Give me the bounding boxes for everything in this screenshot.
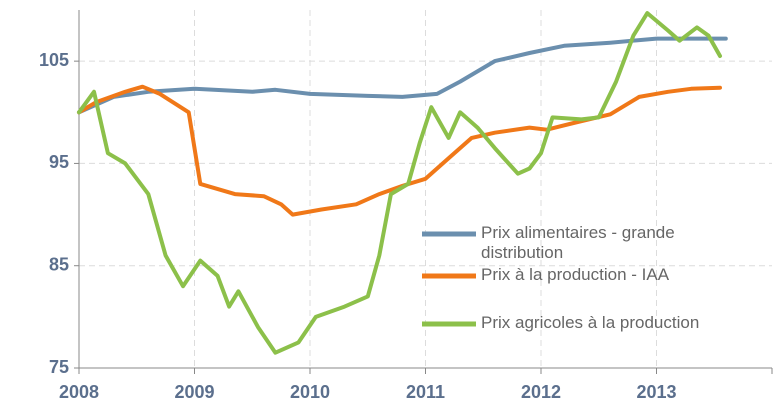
series-line: [77, 84, 722, 217]
legend-label: Prix à la production - IAA: [481, 265, 670, 284]
x-tick-label: 2009: [174, 382, 214, 402]
x-tick-label: 2012: [521, 382, 561, 402]
x-tick-label: 2011: [406, 382, 445, 402]
x-tick-label: 2010: [290, 382, 330, 402]
y-tick-label: 105: [39, 50, 69, 70]
x-tick-label: 2013: [636, 382, 676, 402]
x-tick-label: 2008: [59, 382, 99, 402]
legend-label: Prix agricoles à la production: [481, 313, 700, 332]
y-tick-label: 85: [49, 254, 69, 274]
y-tick-label: 95: [49, 152, 69, 172]
series-line: [77, 11, 722, 355]
series-line: [77, 36, 728, 115]
y-tick-label: 75: [49, 357, 69, 377]
legend-label: Prix alimentaires - grande distribution: [481, 223, 675, 262]
